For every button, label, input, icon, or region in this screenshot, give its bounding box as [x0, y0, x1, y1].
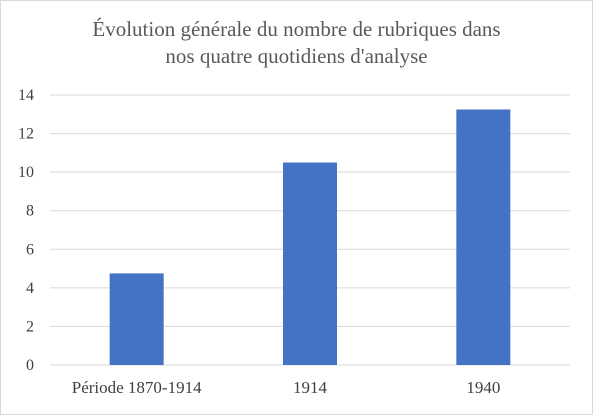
y-tick-label: 10 [18, 164, 34, 181]
chart-title-line-2: nos quatre quotidiens d'analyse [165, 44, 428, 68]
bar-0 [109, 273, 164, 365]
y-tick-label: 6 [26, 241, 34, 258]
y-tick-label: 14 [18, 87, 34, 104]
y-tick-label: 2 [26, 318, 34, 335]
y-tick-label: 8 [26, 203, 34, 220]
chart-title: Évolution générale du nombre de rubrique… [0, 16, 593, 70]
y-tick-label: 0 [26, 357, 34, 374]
x-category-label: 1914 [293, 378, 328, 397]
bar-2 [456, 109, 511, 365]
x-category-label: Période 1870-1914 [72, 378, 202, 397]
chart-title-line-1: Évolution générale du nombre de rubrique… [92, 17, 501, 41]
y-tick-label: 4 [26, 280, 34, 297]
x-category-label: 1940 [466, 378, 500, 397]
y-tick-label: 12 [18, 126, 34, 143]
bars [109, 109, 511, 365]
x-axis-categories: Période 1870-1914 1914 1940 [72, 378, 501, 397]
y-axis-ticks: 0 2 4 6 8 10 12 14 [18, 87, 34, 374]
bar-1 [283, 162, 337, 365]
